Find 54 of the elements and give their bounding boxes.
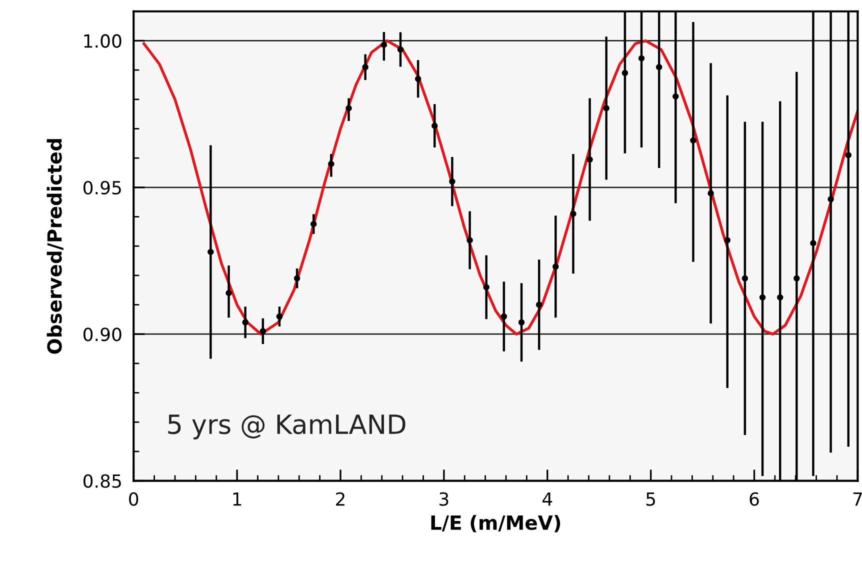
- point: [828, 196, 834, 202]
- point: [759, 294, 766, 301]
- point: [328, 160, 334, 168]
- point: [276, 313, 283, 320]
- x-tick-label: 2: [336, 492, 344, 506]
- point: [260, 328, 266, 334]
- point: [431, 122, 438, 129]
- point: [794, 275, 800, 282]
- point: [776, 294, 784, 301]
- point: [346, 105, 352, 112]
- y-tick-label: 1.00: [84, 34, 122, 48]
- point: [518, 319, 525, 326]
- point: [362, 64, 368, 70]
- point: [310, 220, 317, 228]
- point: [724, 237, 730, 244]
- point: [690, 137, 696, 144]
- point: [672, 93, 679, 100]
- x-tick-label: 7: [853, 492, 862, 506]
- point: [226, 290, 232, 296]
- point: [622, 70, 628, 76]
- y-axis-title: Observed/Predicted: [46, 139, 64, 354]
- point: [603, 105, 610, 112]
- point: [466, 237, 473, 244]
- point: [294, 275, 300, 282]
- point: [845, 152, 852, 158]
- point: [242, 319, 248, 326]
- point: [586, 156, 593, 163]
- point: [397, 46, 404, 53]
- x-tick-label: 1: [233, 492, 242, 506]
- point: [414, 76, 422, 82]
- point: [380, 42, 388, 48]
- point: [208, 248, 214, 256]
- point: [708, 190, 714, 196]
- point: [552, 264, 559, 270]
- x-tick-label: 0: [129, 492, 138, 506]
- x-tick-label: 5: [646, 492, 655, 506]
- point: [810, 240, 816, 246]
- x-tick-label: 6: [750, 492, 759, 506]
- point: [638, 55, 645, 62]
- point: [449, 178, 456, 185]
- annotation: 5 yrs @ KamLAND: [168, 414, 406, 440]
- y-tick-label: 0.90: [83, 328, 122, 342]
- x-tick-label: 3: [440, 492, 448, 506]
- point: [483, 284, 490, 290]
- x-tick-label: 4: [542, 492, 552, 506]
- y-tick-label: 0.95: [83, 180, 121, 195]
- y-tick-label: 0.85: [83, 474, 121, 488]
- x-axis-title: L/E (m/MeV): [431, 514, 560, 532]
- point: [500, 313, 508, 320]
- point: [536, 302, 542, 308]
- point: [570, 210, 576, 217]
- point: [656, 64, 662, 70]
- line-series: [142, 39, 858, 336]
- point: [742, 275, 748, 282]
